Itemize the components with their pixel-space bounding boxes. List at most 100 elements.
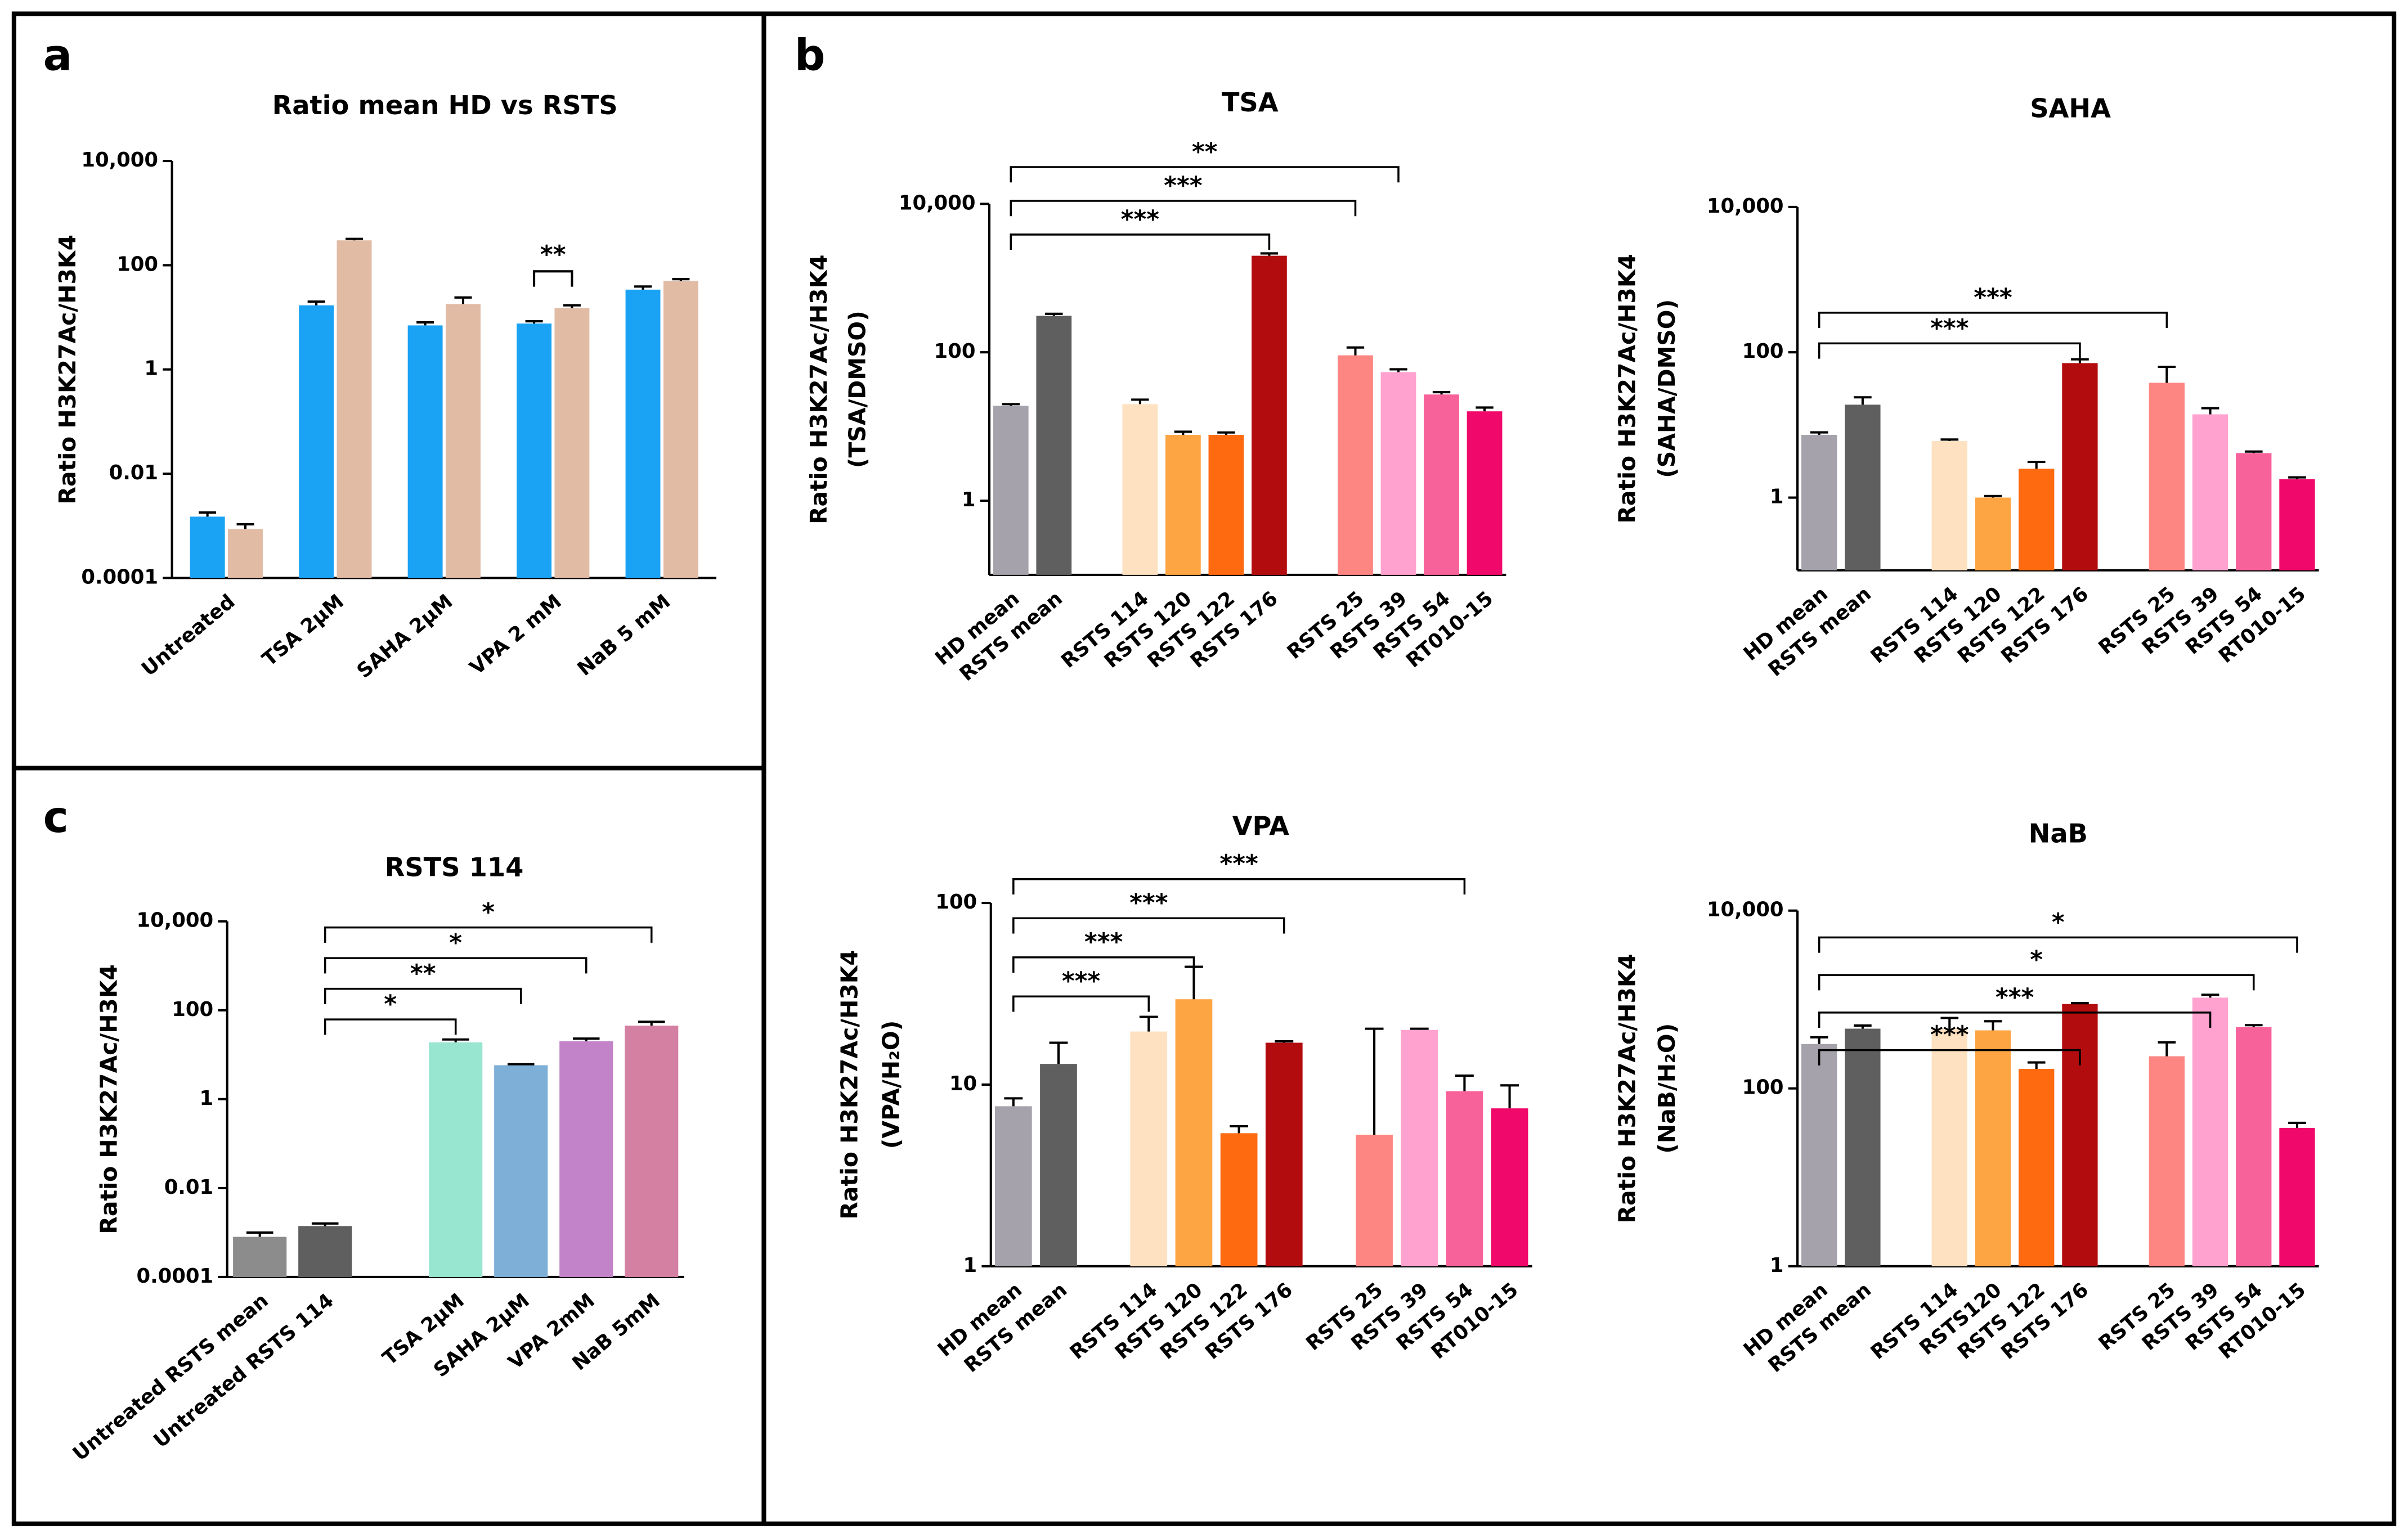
bar: [1845, 1028, 1881, 1266]
significance-bracket: [1818, 1049, 2081, 1066]
significance-bracket: [1012, 995, 1150, 1012]
significance-bracket: [533, 270, 573, 287]
bar: [1975, 1030, 2011, 1266]
error-bar: [634, 285, 652, 290]
error-bar: [2158, 366, 2176, 383]
bar: [494, 1065, 548, 1277]
error-bar: [2027, 461, 2046, 469]
y-tick-label: 100: [116, 253, 158, 276]
y-axis-label: Ratio H3K27Ac/H3K4: [1613, 954, 1640, 1223]
bar: [1220, 1133, 1258, 1266]
significance-bracket: [324, 957, 588, 974]
error-bar: [525, 320, 543, 324]
bar: [2062, 363, 2098, 570]
error-bar: [236, 523, 254, 529]
bar: [2062, 1004, 2098, 1266]
significance-bracket: [1012, 956, 1195, 973]
bar: [1401, 1030, 1438, 1266]
error-bar: [2071, 1002, 2089, 1005]
x-tick-label: VPA 2 mM: [465, 590, 566, 680]
bar: [1491, 1108, 1528, 1266]
significance-label: *: [384, 991, 397, 1019]
bar: [445, 304, 481, 578]
significance-label: ***: [1930, 1021, 1968, 1049]
error-bar: [1810, 1036, 1828, 1044]
bar: [2192, 997, 2228, 1266]
error-bar: [1365, 1027, 1384, 1135]
error-bar: [1217, 431, 1235, 435]
significance-label: **: [540, 241, 566, 269]
significance-bracket: [1012, 878, 1466, 895]
significance-label: **: [410, 960, 436, 988]
x-tick-label: NaB 5 mM: [573, 590, 675, 681]
error-bar: [1004, 1097, 1023, 1107]
error-bar: [1940, 1017, 1959, 1029]
error-bar: [246, 1231, 273, 1237]
y-tick-label: 1: [963, 1254, 977, 1277]
bar: [517, 323, 552, 578]
error-bar: [1410, 1027, 1429, 1030]
bar: [1801, 435, 1837, 570]
chart-title: SAHA: [2030, 93, 2111, 124]
x-tick-label: SAHA 2µM: [353, 590, 458, 683]
y-tick-label: 0.01: [164, 1176, 213, 1199]
error-bar: [572, 1037, 600, 1042]
y-axis-label: Ratio H3K27Ac/H3K4: [54, 235, 81, 505]
error-bar: [307, 300, 325, 305]
y-tick-label: 0.01: [109, 461, 158, 484]
bar: [993, 406, 1029, 575]
bar: [625, 289, 661, 578]
significance-label: ***: [1062, 968, 1100, 996]
bar: [1265, 1042, 1303, 1266]
significance-label: **: [1192, 138, 1218, 167]
chart-title: NaB: [2029, 819, 2088, 849]
bar: [554, 308, 590, 578]
error-bar: [311, 1222, 339, 1226]
error-bar: [1854, 1024, 1872, 1029]
y-axis-label: Ratio H3K27Ac/H3K4: [805, 254, 832, 524]
significance-bracket: [1818, 312, 2168, 329]
error-bar: [1940, 438, 1959, 442]
error-bar: [1346, 346, 1365, 356]
bar: [1130, 1031, 1168, 1266]
bar: [1036, 316, 1072, 575]
significance-bracket: [1818, 974, 2255, 991]
error-bar: [2288, 476, 2306, 479]
y-tick-label: 10,000: [1707, 898, 1784, 921]
error-bar: [1260, 252, 1279, 256]
significance-label: ***: [1121, 205, 1159, 233]
error-bar: [672, 278, 690, 281]
bar: [233, 1237, 287, 1277]
significance-bracket: [1010, 233, 1271, 250]
significance-label: ***: [1129, 889, 1168, 918]
significance-label: ***: [1219, 850, 1258, 878]
significance-bracket: [1818, 936, 2298, 953]
bar: [2019, 469, 2055, 570]
error-bar: [563, 304, 581, 308]
y-axis-label: Ratio H3K27Ac/H3K4: [96, 964, 123, 1234]
error-bar: [1139, 1015, 1158, 1032]
significance-bracket: [1012, 917, 1285, 934]
significance-label: ***: [1930, 314, 1968, 343]
error-bar: [1476, 406, 1494, 412]
significance-bracket: [324, 926, 653, 943]
y-tick-label: 10,000: [1707, 195, 1784, 218]
panel-label: a: [43, 30, 72, 80]
error-bar: [2288, 1121, 2306, 1128]
error-bar: [1500, 1084, 1519, 1109]
bar: [1208, 435, 1244, 575]
y-tick-label: 0.0001: [137, 1265, 214, 1288]
bar: [2236, 1027, 2272, 1266]
bar: [299, 305, 334, 578]
bar: [1424, 394, 1459, 575]
error-bar: [638, 1020, 665, 1026]
significance-label: *: [482, 898, 495, 927]
error-bar: [442, 1038, 469, 1042]
y-axis-label: (SAHA/DMSO): [1653, 299, 1680, 478]
bar: [429, 1042, 483, 1277]
x-tick-label: Untreated: [137, 590, 240, 681]
error-bar: [454, 296, 472, 304]
bar: [2236, 453, 2272, 570]
bar: [1446, 1091, 1483, 1266]
error-bar: [1432, 391, 1451, 395]
